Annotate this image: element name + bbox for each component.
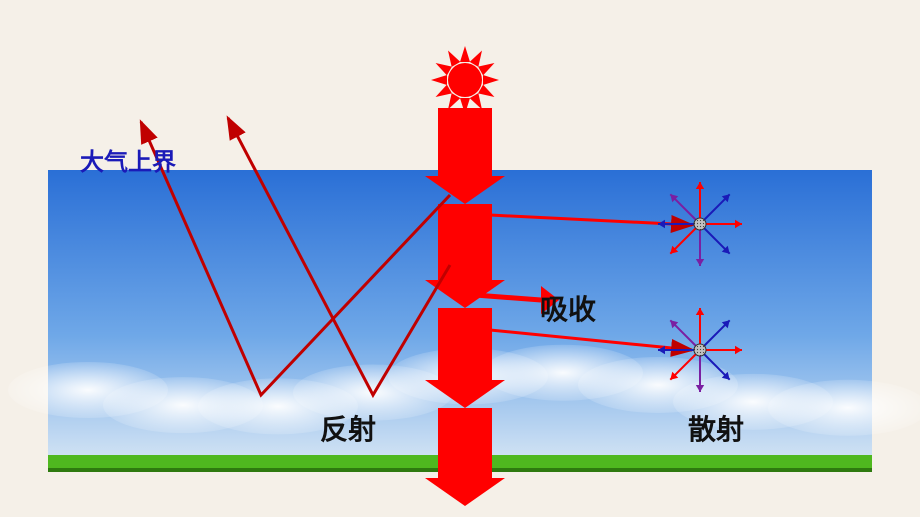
label-upper-atmosphere: 大气上界 <box>80 142 176 177</box>
label-reflection: 反射 <box>320 408 376 448</box>
sun-icon <box>431 46 499 114</box>
label-absorption: 吸收 <box>540 288 596 328</box>
diagram-canvas <box>0 0 920 517</box>
label-scatter: 散射 <box>688 408 744 448</box>
